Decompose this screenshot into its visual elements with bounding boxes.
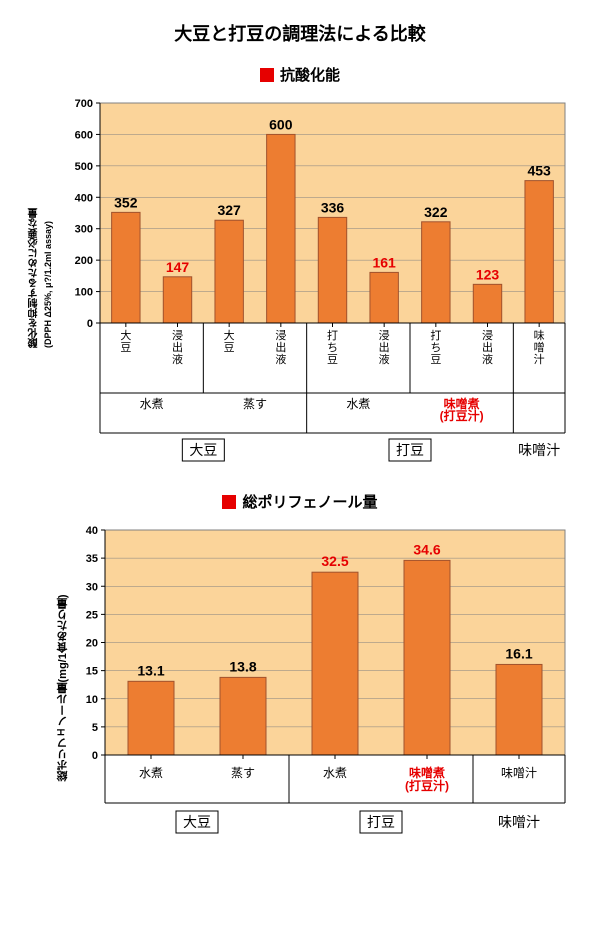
svg-text:豆: 豆 <box>430 354 441 366</box>
svg-text:出: 出 <box>275 340 286 354</box>
svg-text:打豆: 打豆 <box>367 814 395 830</box>
red-square-icon <box>222 495 236 509</box>
svg-text:100: 100 <box>75 287 93 299</box>
svg-text:20: 20 <box>86 638 98 650</box>
svg-text:600: 600 <box>269 116 293 132</box>
chart1-subtitle-row: 抗酸化能 <box>25 64 575 85</box>
svg-text:蒸す: 蒸す <box>243 397 267 411</box>
svg-text:300: 300 <box>75 224 93 236</box>
svg-text:蒸す: 蒸す <box>231 766 255 780</box>
svg-text:10: 10 <box>86 694 98 706</box>
svg-text:水煮: 水煮 <box>140 397 164 411</box>
svg-text:400: 400 <box>75 192 93 204</box>
svg-text:161: 161 <box>372 254 396 270</box>
svg-text:液: 液 <box>275 352 286 366</box>
svg-text:700: 700 <box>75 98 93 110</box>
svg-text:40: 40 <box>86 525 98 537</box>
svg-text:液: 液 <box>379 352 390 366</box>
svg-text:噌: 噌 <box>534 341 545 354</box>
svg-text:ち: ち <box>327 341 338 354</box>
svg-text:液: 液 <box>172 352 183 366</box>
svg-text:浸: 浸 <box>275 329 286 342</box>
svg-text:打: 打 <box>430 328 441 342</box>
svg-text:水煮: 水煮 <box>323 766 347 780</box>
svg-text:浸: 浸 <box>482 329 493 342</box>
svg-text:出: 出 <box>172 340 183 354</box>
svg-text:(打豆汁): (打豆汁) <box>405 778 449 793</box>
svg-text:600: 600 <box>75 129 93 141</box>
svg-text:出: 出 <box>482 340 493 354</box>
chart1-y-label: 酸化を抑制するために必要な量(DPPH Δ25%, μ?/1.2ml assay… <box>27 208 53 348</box>
svg-text:味噌汁: 味噌汁 <box>498 814 540 830</box>
svg-text:25: 25 <box>86 609 98 621</box>
svg-text:34.6: 34.6 <box>413 541 440 557</box>
svg-text:0: 0 <box>92 750 98 762</box>
svg-text:147: 147 <box>166 259 190 275</box>
svg-text:500: 500 <box>75 161 93 173</box>
svg-text:(打豆汁): (打豆汁) <box>440 408 484 423</box>
main-title: 大豆と打豆の調理法による比較 <box>25 20 575 46</box>
svg-text:豆: 豆 <box>120 342 131 354</box>
svg-text:327: 327 <box>217 202 241 218</box>
chart2-block: 総ポリフェノール量(mg/1食あたり量) 0 5 10 15 20 25 30 35 40 13.… <box>25 520 575 870</box>
chart1-svg: 0100200300400500600700352大豆147浸出液327大豆60… <box>25 93 575 463</box>
svg-text:味噌汁: 味噌汁 <box>518 442 560 458</box>
chart2-subtitle-row: 総ポリフェノール量 <box>25 491 575 512</box>
svg-text:13.1: 13.1 <box>137 662 164 678</box>
svg-text:豆: 豆 <box>327 354 338 366</box>
svg-text:ち: ち <box>430 341 441 354</box>
svg-text:水煮: 水煮 <box>346 397 370 411</box>
svg-text:453: 453 <box>527 163 551 179</box>
svg-text:5: 5 <box>92 722 98 734</box>
chart2-y-label: 総ポリフェノール量(mg/1食あたり量) <box>55 595 71 782</box>
svg-text:出: 出 <box>379 340 390 354</box>
chart2-subtitle: 総ポリフェノール量 <box>242 494 377 511</box>
svg-text:浸: 浸 <box>379 329 390 342</box>
svg-text:汁: 汁 <box>534 353 545 366</box>
svg-text:打豆: 打豆 <box>396 442 424 458</box>
svg-text:大豆: 大豆 <box>189 442 217 458</box>
svg-text:30: 30 <box>86 581 98 593</box>
chart1-subtitle: 抗酸化能 <box>280 67 340 84</box>
svg-text:322: 322 <box>424 204 448 220</box>
svg-text:35: 35 <box>86 553 98 565</box>
red-square-icon <box>260 68 274 82</box>
svg-text:336: 336 <box>321 199 345 215</box>
chart2-svg: 0 5 10 15 20 25 30 35 40 13.1 水煮 13.8 蒸す 32.5 水煮 34.6 味噌… <box>25 520 575 870</box>
svg-text:大: 大 <box>224 328 235 342</box>
svg-text:15: 15 <box>86 666 98 678</box>
svg-text:123: 123 <box>476 266 500 282</box>
svg-text:352: 352 <box>114 194 138 210</box>
svg-text:液: 液 <box>482 352 493 366</box>
svg-text:味噌汁: 味噌汁 <box>501 766 537 780</box>
svg-text:0: 0 <box>87 318 93 330</box>
svg-text:豆: 豆 <box>224 342 235 354</box>
svg-text:13.8: 13.8 <box>229 658 256 674</box>
svg-text:大豆: 大豆 <box>183 814 211 830</box>
svg-text:打: 打 <box>327 328 338 342</box>
svg-text:大: 大 <box>120 328 131 342</box>
svg-text:浸: 浸 <box>172 329 183 342</box>
svg-text:32.5: 32.5 <box>321 553 348 569</box>
svg-text:16.1: 16.1 <box>505 645 532 661</box>
svg-text:水煮: 水煮 <box>139 766 163 780</box>
chart1-block: 酸化を抑制するために必要な量(DPPH Δ25%, μ?/1.2ml assay… <box>25 93 575 463</box>
svg-text:味: 味 <box>534 329 545 342</box>
svg-text:味噌煮: 味噌煮 <box>409 765 445 780</box>
svg-text:200: 200 <box>75 255 93 267</box>
